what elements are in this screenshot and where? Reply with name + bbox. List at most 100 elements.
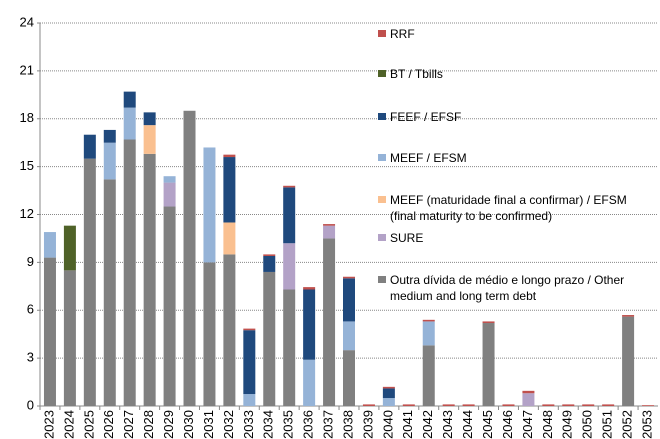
x-tick-label: 2035 (281, 410, 296, 439)
x-tick-label: 2027 (121, 410, 136, 439)
x-tick-label: 2039 (360, 410, 375, 439)
bar-segment (63, 225, 76, 271)
bar-segment (123, 139, 136, 406)
bar-segment (502, 404, 515, 406)
legend-swatch (378, 154, 386, 161)
bar-segment (362, 404, 375, 406)
x-tick-label: 2025 (81, 410, 96, 439)
bar-segment (283, 243, 296, 290)
x-tick-label: 2033 (241, 410, 256, 439)
bar-segment (263, 254, 276, 256)
bar-segment (622, 315, 635, 317)
bar-segment (123, 91, 136, 108)
x-tick-label: 2041 (400, 410, 415, 439)
bar-segment (382, 388, 395, 399)
bar-segment (223, 157, 236, 223)
bar-segment (343, 278, 355, 322)
x-tick-label: 2031 (201, 410, 216, 439)
x-tick-label: 2036 (301, 410, 316, 439)
legend-entry: RRF (378, 26, 640, 42)
legend-swatch (378, 70, 386, 77)
bar-segment (582, 404, 595, 406)
legend-label: MEEF (maturidade final a confirmar) / EF… (390, 193, 627, 223)
bar-segment (163, 206, 176, 406)
bar-segment (43, 257, 56, 406)
bar-segment (522, 393, 535, 406)
x-tick-label: 2053 (639, 410, 654, 439)
bar-segment (243, 394, 256, 406)
bar-segment (143, 112, 156, 126)
x-tick-label: 2026 (101, 410, 116, 439)
x-tick-label: 2024 (61, 410, 76, 439)
x-tick-label: 2049 (560, 410, 575, 439)
legend-entry: Outra dívida de médio e longo prazo / Ot… (378, 272, 640, 304)
x-tick-label: 2047 (520, 410, 535, 439)
bar-segment (323, 225, 336, 239)
legend-swatch (378, 234, 386, 241)
y-tick-label: 6 (27, 302, 34, 317)
bar-segment (223, 254, 236, 406)
bar-segment (482, 323, 495, 406)
x-tick-label: 2045 (480, 410, 495, 439)
y-tick-label: 12 (20, 206, 34, 221)
bar-segment (143, 153, 156, 406)
x-tick-label: 2030 (181, 410, 196, 439)
x-tick-label: 2034 (261, 410, 276, 439)
legend-label: MEEF / EFSM (390, 151, 467, 165)
legend-swatch (378, 30, 386, 37)
bar-segment (602, 404, 615, 406)
x-tick-label: 2032 (221, 410, 236, 439)
y-tick-label: 18 (20, 110, 34, 125)
x-tick-label: 2023 (41, 410, 56, 439)
bar-segment (83, 134, 96, 159)
y-tick-label: 3 (27, 350, 34, 365)
x-tick-label: 2042 (420, 410, 435, 439)
bar-segment (283, 187, 296, 244)
x-tick-label: 2043 (440, 410, 455, 439)
bar-segment (323, 238, 336, 406)
legend-entry: BT / Tbills (378, 66, 640, 82)
legend-label: RRF (390, 27, 415, 41)
bar-segment (283, 289, 296, 406)
legend-label: BT / Tbills (390, 67, 443, 81)
legend-swatch (378, 276, 386, 283)
legend-entry: SURE (378, 230, 640, 246)
x-tick-label: 2040 (380, 410, 395, 439)
y-tick-label: 15 (20, 158, 34, 173)
bar-segment (462, 404, 475, 406)
bar-segment (183, 110, 196, 406)
bar-segment (83, 158, 96, 406)
bar-segment (243, 330, 256, 395)
bar-segment (123, 107, 136, 140)
bar-segment (103, 142, 116, 180)
bar-segment (382, 398, 395, 406)
legend-swatch (378, 196, 386, 203)
x-tick-label: 2052 (620, 410, 635, 439)
legend-label: SURE (390, 231, 424, 245)
bar-segment (323, 224, 336, 226)
bar-segment (343, 350, 355, 406)
legend-label: Outra dívida de médio e longo prazo / Ot… (390, 273, 625, 303)
x-tick-label: 2028 (141, 410, 156, 439)
legend-entry: MEEF (maturidade final a confirmar) / EF… (378, 192, 640, 224)
legend-entry: FEEF / EFSF (378, 109, 640, 125)
bar-segment (422, 319, 435, 322)
bar-segment (163, 182, 176, 207)
bar-segment (542, 404, 555, 406)
x-tick-label: 2048 (540, 410, 555, 439)
legend-swatch (378, 113, 386, 120)
x-tick-label: 2029 (161, 410, 176, 439)
bar-segment (223, 222, 236, 255)
bar-segment (223, 154, 236, 158)
y-tick-label: 0 (27, 397, 34, 412)
bar-segment (422, 321, 435, 346)
bar-segment (442, 404, 455, 406)
bar-segment (303, 289, 316, 360)
bar-segment (43, 232, 56, 258)
legend-entry: MEEF / EFSM (378, 150, 640, 166)
x-tick-label: 2037 (321, 410, 336, 439)
bar-segment (422, 345, 435, 406)
bar-segment (63, 270, 76, 406)
